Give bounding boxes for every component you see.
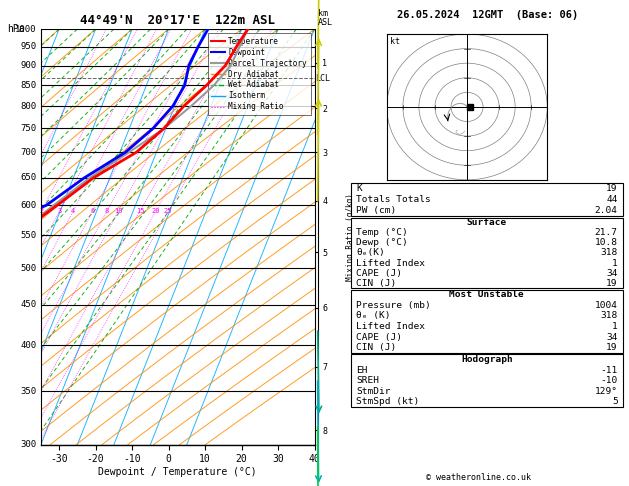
Text: © weatheronline.co.uk: © weatheronline.co.uk [426, 473, 530, 482]
Text: 2: 2 [39, 208, 43, 214]
Text: kt: kt [390, 37, 400, 46]
Text: Most Unstable: Most Unstable [450, 291, 524, 299]
Text: Surface: Surface [467, 218, 507, 227]
Text: 25: 25 [164, 208, 172, 214]
Text: 318: 318 [601, 248, 618, 258]
Text: 19: 19 [606, 184, 618, 193]
Text: 1: 1 [612, 259, 618, 267]
Text: 44: 44 [606, 195, 618, 204]
Text: θₑ(K): θₑ(K) [356, 248, 385, 258]
Text: 3: 3 [57, 208, 62, 214]
Text: 34: 34 [606, 332, 618, 342]
Text: 450: 450 [21, 300, 36, 309]
Text: Lifted Index: Lifted Index [356, 322, 425, 331]
Text: 850: 850 [21, 81, 36, 90]
Text: StmDir: StmDir [356, 386, 391, 396]
X-axis label: Dewpoint / Temperature (°C): Dewpoint / Temperature (°C) [98, 467, 257, 477]
Text: 2.04: 2.04 [594, 206, 618, 215]
Text: 550: 550 [21, 231, 36, 240]
Text: CIN (J): CIN (J) [356, 278, 396, 288]
Text: EH: EH [356, 365, 367, 375]
Text: 21.7: 21.7 [594, 228, 618, 237]
Text: 26.05.2024  12GMT  (Base: 06): 26.05.2024 12GMT (Base: 06) [397, 10, 578, 20]
Text: Dewp (°C): Dewp (°C) [356, 239, 408, 247]
Text: 650: 650 [21, 174, 36, 182]
Text: -10: -10 [601, 376, 618, 385]
Text: 19: 19 [606, 278, 618, 288]
Text: 800: 800 [21, 102, 36, 111]
Text: 900: 900 [21, 61, 36, 70]
Text: hPa: hPa [8, 24, 25, 34]
Text: 10.8: 10.8 [594, 239, 618, 247]
Text: Hodograph: Hodograph [461, 355, 513, 364]
Text: Lifted Index: Lifted Index [356, 259, 425, 267]
Text: PW (cm): PW (cm) [356, 206, 396, 215]
Text: 600: 600 [21, 201, 36, 210]
Text: CIN (J): CIN (J) [356, 343, 396, 352]
Text: CAPE (J): CAPE (J) [356, 332, 402, 342]
Text: Mixing Ratio (g/kg): Mixing Ratio (g/kg) [345, 193, 355, 281]
Text: Temp (°C): Temp (°C) [356, 228, 408, 237]
Text: K: K [356, 184, 362, 193]
Text: 350: 350 [21, 387, 36, 396]
Text: 4: 4 [71, 208, 75, 214]
Text: 20: 20 [152, 208, 160, 214]
Text: SREH: SREH [356, 376, 379, 385]
Text: km
ASL: km ASL [318, 9, 333, 27]
Text: 6: 6 [91, 208, 95, 214]
Text: StmSpd (kt): StmSpd (kt) [356, 397, 420, 406]
Text: 34: 34 [606, 269, 618, 278]
Text: 1004: 1004 [594, 301, 618, 310]
Title: 44°49'N  20°17'E  122m ASL: 44°49'N 20°17'E 122m ASL [80, 14, 276, 27]
Text: 5: 5 [612, 397, 618, 406]
Text: 19: 19 [606, 343, 618, 352]
Text: 300: 300 [21, 440, 36, 449]
Text: 750: 750 [21, 124, 36, 133]
Legend: Temperature, Dewpoint, Parcel Trajectory, Dry Adiabat, Wet Adiabat, Isotherm, Mi: Temperature, Dewpoint, Parcel Trajectory… [208, 33, 311, 115]
Text: 500: 500 [21, 264, 36, 273]
Text: 700: 700 [21, 148, 36, 157]
Text: 1000: 1000 [15, 25, 36, 34]
Text: -11: -11 [601, 365, 618, 375]
Text: Totals Totals: Totals Totals [356, 195, 431, 204]
Text: 8: 8 [105, 208, 109, 214]
Text: Pressure (mb): Pressure (mb) [356, 301, 431, 310]
Text: 400: 400 [21, 341, 36, 350]
Text: 10: 10 [114, 208, 123, 214]
Text: 1: 1 [612, 322, 618, 331]
Text: 950: 950 [21, 42, 36, 52]
Text: 15: 15 [136, 208, 144, 214]
Text: 129°: 129° [594, 386, 618, 396]
Text: 318: 318 [601, 312, 618, 320]
Text: CAPE (J): CAPE (J) [356, 269, 402, 278]
Text: θₑ (K): θₑ (K) [356, 312, 391, 320]
Text: LCL: LCL [315, 73, 330, 83]
